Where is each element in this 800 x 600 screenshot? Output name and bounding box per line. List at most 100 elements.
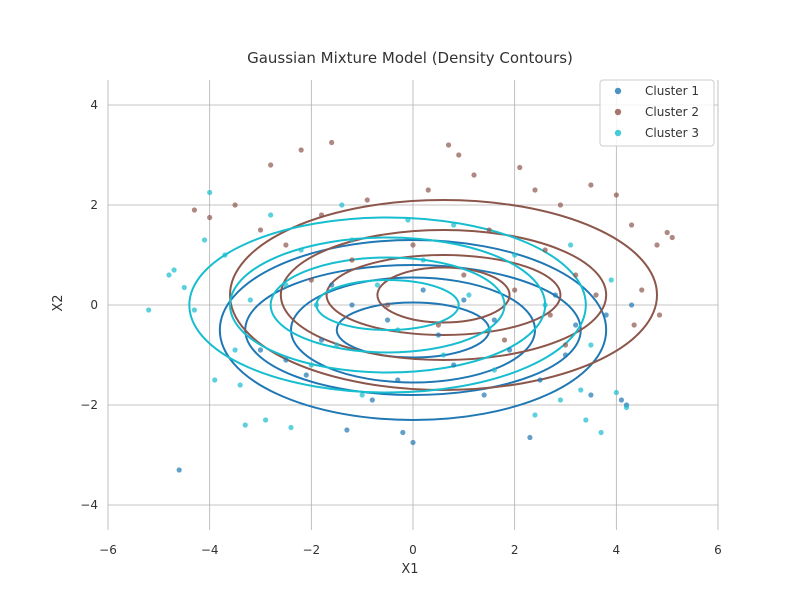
scatter-point xyxy=(451,362,457,368)
scatter-point xyxy=(435,322,442,328)
scatter-point xyxy=(481,392,487,398)
scatter-point xyxy=(562,352,569,358)
scatter-point xyxy=(313,302,320,308)
scatter-point xyxy=(578,387,584,393)
scatter-point xyxy=(573,272,579,278)
scatter-point xyxy=(171,267,177,273)
scatter-point xyxy=(486,327,492,333)
scatter-point xyxy=(631,322,637,328)
scatter-point xyxy=(542,302,548,308)
scatter-point xyxy=(440,352,447,358)
scatter-point xyxy=(283,282,289,288)
scatter-point xyxy=(364,197,370,203)
axis-ticks: −6 −4 −2 0 2 4 6 −4 −2 0 2 4 xyxy=(80,98,722,557)
density-contour xyxy=(376,266,511,324)
scatter-point xyxy=(268,162,274,168)
scatter-point xyxy=(461,272,467,278)
legend-marker xyxy=(614,108,622,116)
density-contour xyxy=(279,229,608,361)
scatter-point xyxy=(247,297,253,303)
scatter-point xyxy=(567,242,574,248)
scatter-point xyxy=(537,377,543,383)
scatter-point xyxy=(435,332,442,338)
scatter-point xyxy=(613,192,619,198)
scatter-point xyxy=(491,367,497,373)
scatter-point xyxy=(420,257,426,263)
scatter-point xyxy=(232,202,238,208)
scatter-point xyxy=(588,392,594,398)
scatter-point xyxy=(656,312,663,318)
legend-box xyxy=(599,79,715,147)
scatter-point xyxy=(298,147,304,153)
scatter-point xyxy=(334,342,340,348)
scatter-point xyxy=(369,397,375,403)
scatter-point xyxy=(512,252,518,258)
scatter-point xyxy=(491,317,497,323)
scatter-point xyxy=(262,417,269,423)
scatter-point xyxy=(618,397,625,403)
scatter-point xyxy=(532,412,538,418)
scatter-point xyxy=(201,237,208,243)
scatter-point xyxy=(395,327,401,333)
scatter-point xyxy=(608,277,614,283)
legend-label: Cluster 1 xyxy=(645,84,699,98)
scatter-point xyxy=(425,187,431,193)
scatter-point xyxy=(420,287,426,293)
scatter-point xyxy=(303,372,309,378)
y-tick-label: 2 xyxy=(90,198,98,212)
scatter-point xyxy=(466,292,472,298)
scatter-point xyxy=(588,342,594,348)
scatter-point xyxy=(288,424,294,431)
density-contour xyxy=(218,239,608,421)
x-tick-label: 6 xyxy=(714,543,722,557)
scatter-point xyxy=(410,242,416,248)
scatter-point xyxy=(512,287,518,293)
scatter-point xyxy=(298,247,304,253)
density-contour xyxy=(188,216,587,394)
y-tick-label: −4 xyxy=(80,498,98,512)
scatter-point xyxy=(669,234,675,241)
density-contour xyxy=(269,256,506,354)
scatter-point xyxy=(166,272,172,278)
scatter-point xyxy=(410,439,416,446)
scatter-point xyxy=(212,377,218,383)
scatter-point xyxy=(613,389,619,396)
scatter-point xyxy=(257,347,264,353)
scatter-point xyxy=(445,142,452,148)
scatter-point xyxy=(532,187,538,193)
scatter-point xyxy=(384,302,391,308)
scatter-point xyxy=(486,227,492,233)
scatter-point xyxy=(308,362,314,368)
scatter-point xyxy=(639,287,645,293)
scatter-point xyxy=(329,282,335,288)
y-axis-label: X2 xyxy=(51,294,66,311)
legend-marker xyxy=(614,87,622,95)
scatter-point xyxy=(191,207,198,213)
legend-label: Cluster 2 xyxy=(645,105,699,119)
scatter-point xyxy=(547,312,553,318)
scatter-point xyxy=(456,152,462,158)
scatter-point xyxy=(283,357,289,363)
y-tick-label: 0 xyxy=(90,298,98,312)
scatter-point xyxy=(257,227,264,233)
scatter-point xyxy=(308,277,314,283)
scatter-point xyxy=(557,397,564,403)
scatter-point xyxy=(384,317,391,323)
density-contour xyxy=(229,199,658,391)
scatter-points xyxy=(146,139,675,473)
density-contour xyxy=(325,254,562,336)
scatter-point xyxy=(461,297,467,303)
scatter-point xyxy=(527,434,533,441)
x-tick-label: −2 xyxy=(302,543,320,557)
scatter-point xyxy=(349,302,355,308)
scatter-point xyxy=(654,242,660,248)
scatter-point xyxy=(628,302,635,308)
x-tick-label: 2 xyxy=(511,543,519,557)
scatter-point xyxy=(349,237,355,243)
scatter-point xyxy=(176,467,182,473)
x-tick-label: 0 xyxy=(409,543,417,557)
legend-label: Cluster 3 xyxy=(645,126,699,140)
scatter-point xyxy=(562,342,569,348)
scatter-point xyxy=(232,347,238,353)
